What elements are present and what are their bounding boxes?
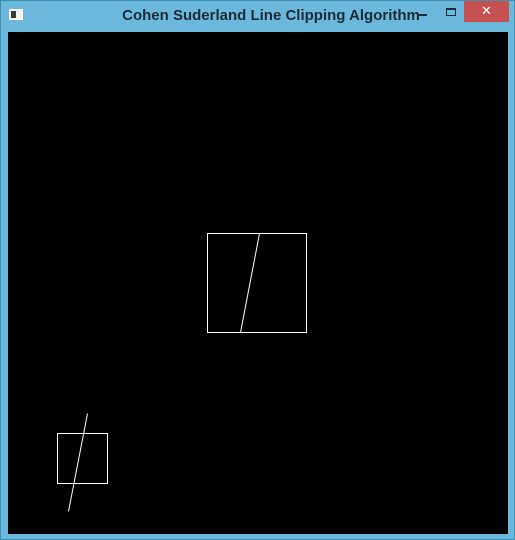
minimize-icon [419, 14, 427, 16]
close-button[interactable]: ✕ [464, 1, 509, 22]
clipped-line [240, 233, 260, 333]
clipping-drawing [57, 233, 307, 512]
maximize-button[interactable] [437, 1, 465, 22]
app-window-icon[interactable] [9, 9, 23, 20]
maximize-icon [446, 8, 456, 16]
original-line [68, 413, 88, 512]
clip-window-rect-result [207, 233, 307, 333]
app-icon-pane [11, 11, 16, 18]
window-title: Cohen Suderland Line Clipping Algorithm [122, 7, 420, 24]
close-icon: ✕ [481, 4, 492, 19]
minimize-button[interactable] [409, 1, 437, 22]
title-bar[interactable]: Cohen Suderland Line Clipping Algorithm … [1, 1, 514, 31]
drawing-canvas[interactable] [8, 32, 508, 534]
clip-window-rect-original [57, 433, 108, 484]
